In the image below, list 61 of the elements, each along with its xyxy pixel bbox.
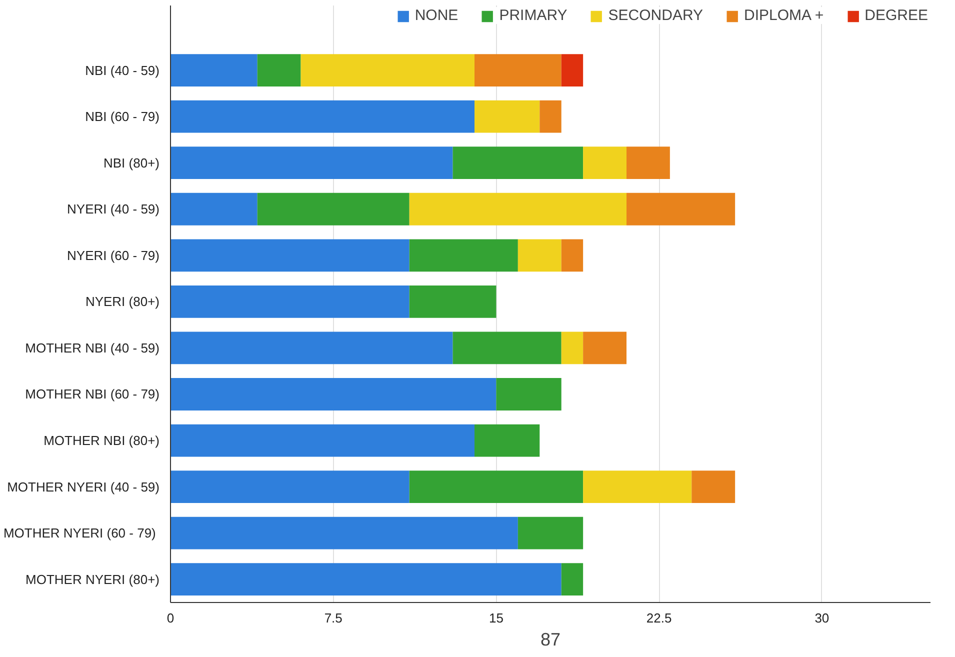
legend-label: DIPLOMA + — [744, 7, 824, 24]
bar — [409, 192, 626, 226]
bar — [474, 424, 540, 457]
bar — [474, 54, 562, 86]
bar — [170, 285, 410, 318]
bar — [170, 100, 474, 133]
bar — [626, 192, 736, 226]
bar — [626, 146, 670, 180]
x-tick-label: 0 — [166, 610, 174, 626]
bar — [170, 424, 474, 457]
bar — [518, 239, 562, 272]
y-tick-label: NYERI (60 - 79) — [67, 248, 160, 263]
bar — [300, 54, 474, 86]
y-tick-label: MOTHER NYERI (40 - 59) — [7, 479, 160, 494]
bar — [170, 378, 496, 410]
bar — [452, 332, 562, 364]
bar — [496, 378, 562, 410]
text: 87 — [540, 630, 561, 650]
bar — [561, 332, 584, 364]
bar — [257, 54, 301, 86]
y-tick-label: MOTHER NBI (80+) — [44, 433, 160, 448]
bar — [561, 239, 584, 272]
bar — [561, 54, 584, 86]
bar — [170, 192, 258, 226]
legend-label: DEGREE — [864, 7, 928, 24]
bar — [583, 332, 626, 364]
y-tick-label: MOTHER NYERI (60 - 79) — [3, 526, 156, 541]
y-tick-label: MOTHER NBI (40 - 59) — [25, 340, 160, 356]
x-tick-label: 30 — [814, 610, 830, 626]
legend-label: PRIMARY — [499, 7, 568, 24]
bar — [409, 239, 518, 272]
y-tick-label: NBI (80+) — [104, 155, 160, 170]
legend-label: NONE — [414, 7, 458, 24]
bar — [170, 563, 562, 596]
y-tick-label: MOTHER NYERI (80+) — [26, 572, 160, 587]
x-tick-label: 22.5 — [646, 610, 672, 626]
bar — [540, 100, 562, 133]
x-tick-label: 7.5 — [324, 610, 342, 626]
bar — [409, 470, 584, 503]
bar — [452, 146, 584, 180]
y-tick-label: NBI (40 - 59) — [85, 62, 160, 78]
y-tick-label: NBI (60 - 79) — [85, 109, 160, 124]
bar — [518, 516, 584, 550]
x-tick-label: 15 — [488, 610, 504, 626]
bar — [170, 332, 453, 364]
y-tick-label: NYERI (40 - 59) — [67, 202, 160, 217]
bar — [692, 470, 736, 503]
bar — [474, 100, 540, 133]
bar — [170, 516, 518, 550]
bar — [170, 470, 410, 503]
bar — [409, 285, 496, 318]
bar — [583, 470, 692, 503]
bar — [583, 146, 626, 180]
bar — [170, 54, 258, 86]
bar — [170, 146, 453, 180]
legend-label: SECONDARY — [608, 7, 704, 24]
bar — [561, 563, 584, 596]
y-tick-label: NYERI (80+) — [85, 294, 160, 310]
bar — [257, 192, 410, 226]
y-tick-label: MOTHER NBI (60 - 79) — [25, 386, 160, 402]
bar — [170, 239, 410, 272]
